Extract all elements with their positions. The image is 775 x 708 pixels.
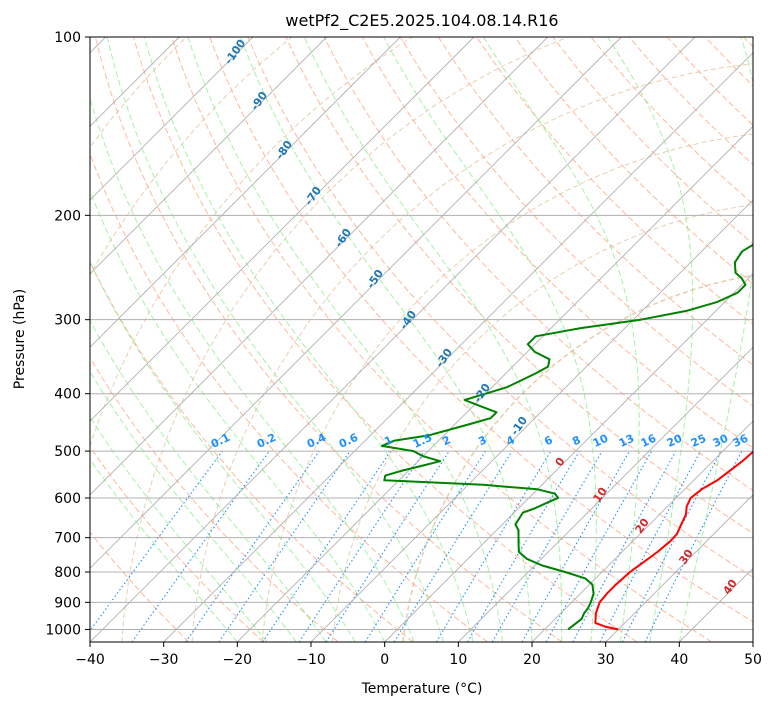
dry-adiabat (94, 37, 563, 642)
dry-adiabat (90, 152, 488, 642)
moist-adiabat (678, 37, 753, 642)
plot-background (90, 37, 753, 642)
dry-adiabat (90, 531, 190, 642)
moist-adiabat (143, 37, 474, 642)
dry-adiabat (90, 446, 264, 642)
moist-adiabat (303, 37, 563, 642)
isotherm (457, 346, 753, 642)
chart-title: wetPf2_C2E5.2025.104.08.14.R16 (285, 11, 558, 31)
background-arc (191, 63, 753, 642)
isotherm (90, 37, 328, 275)
mixing-ratio-label: 13 (617, 432, 636, 450)
y-tick-label: 100 (54, 30, 81, 46)
y-tick-label: 900 (54, 595, 81, 611)
isotherm (605, 494, 753, 642)
mixing-ratio-line (185, 450, 320, 642)
x-tick-label: 30 (597, 652, 615, 668)
mixing-ratio-line (393, 450, 513, 642)
mixing-ratio-line (644, 450, 743, 642)
axis-ticks: −40 −30 −20 −10 0 10 20 30 40 50 100 200 300 400 500 60… (45, 30, 762, 668)
background-arc (90, 37, 414, 448)
moist-adiabat (482, 37, 640, 642)
y-axis-label: Pressure (hPa) (12, 289, 28, 389)
y-tick-label: 700 (54, 531, 81, 547)
temperature-profile (594, 450, 753, 631)
y-tick-label: 600 (54, 491, 81, 507)
y-tick-label: 500 (54, 444, 81, 460)
background-lines (90, 37, 753, 642)
dry-adiabat (90, 356, 339, 642)
isotherm (90, 37, 475, 422)
y-tick-label: 800 (54, 565, 81, 581)
mixing-ratio-line (90, 450, 223, 632)
x-tick-label: −20 (223, 652, 253, 668)
mixing-ratio-line (262, 450, 392, 642)
mixing-ratio-line (218, 450, 351, 642)
isotherm (90, 37, 549, 496)
isotherm (310, 199, 753, 642)
mixing-ratio-label: 30 (711, 432, 731, 450)
pressure-gridlines (90, 37, 753, 630)
moist-adiabat (90, 416, 268, 642)
mixing-ratio-line (325, 450, 450, 642)
y-tick-label: 200 (54, 208, 81, 224)
moist-adiabat (187, 37, 503, 642)
x-tick-label: 20 (523, 652, 541, 668)
moist-adiabat (607, 37, 694, 642)
mixing-ratio-line (131, 450, 270, 642)
isotherm (90, 37, 401, 348)
dry-adiabat (361, 37, 753, 449)
mixing-ratio-line (545, 450, 653, 642)
dry-adiabat (209, 37, 753, 623)
mixing-ratio-label: 25 (689, 432, 708, 450)
dry-adiabat (247, 37, 753, 578)
plot-frame (89, 36, 754, 643)
moist-adiabat (90, 260, 356, 642)
x-tick-label: −10 (296, 652, 326, 668)
background-arc (402, 274, 753, 642)
dry-adiabat (514, 37, 753, 285)
x-tick-label: 50 (744, 652, 762, 668)
moist-adiabat (90, 370, 297, 642)
mixing-ratio-label: 20 (665, 432, 685, 450)
dewpoint-profile (380, 243, 753, 631)
y-tick-label: 400 (54, 387, 81, 403)
isotherm (90, 37, 622, 569)
profile-series (380, 243, 753, 631)
background-arc (90, 37, 188, 148)
mixing-ratio-label: 10 (591, 432, 611, 450)
isotherm (90, 37, 254, 201)
mixing-ratio-label: 16 (639, 432, 659, 450)
y-tick-label: 1000 (45, 622, 81, 638)
isotherm (90, 37, 696, 642)
background-arc (331, 204, 753, 642)
x-tick-label: −30 (149, 652, 179, 668)
x-tick-label: 0 (380, 652, 389, 668)
moist-adiabat (106, 37, 445, 642)
mixing-ratio-label: 36 (731, 432, 751, 450)
dry-adiabat (399, 37, 753, 407)
x-axis-label: Temperature (°C) (361, 681, 483, 697)
dry-adiabat (171, 37, 712, 642)
background-arc (261, 133, 753, 642)
x-tick-label: 10 (449, 652, 467, 668)
mixing-ratio-line (521, 450, 630, 642)
x-tick-label: −40 (75, 652, 105, 668)
x-tick-label: 40 (670, 652, 688, 668)
dry-adiabat (437, 37, 753, 366)
background-arc (90, 37, 293, 276)
dry-adiabat (285, 37, 753, 535)
isotherm (384, 273, 753, 642)
dry-adiabat (132, 37, 638, 642)
isotherm (531, 420, 753, 642)
moist-adiabat (383, 37, 597, 642)
isotherm (163, 52, 753, 642)
mixing-ratio-line (572, 450, 677, 642)
mixing-ratio-line (298, 450, 425, 642)
y-tick-label: 300 (54, 313, 81, 329)
moist-adiabat (90, 458, 238, 642)
moist-adiabat (90, 189, 386, 642)
isotherm (236, 125, 753, 642)
